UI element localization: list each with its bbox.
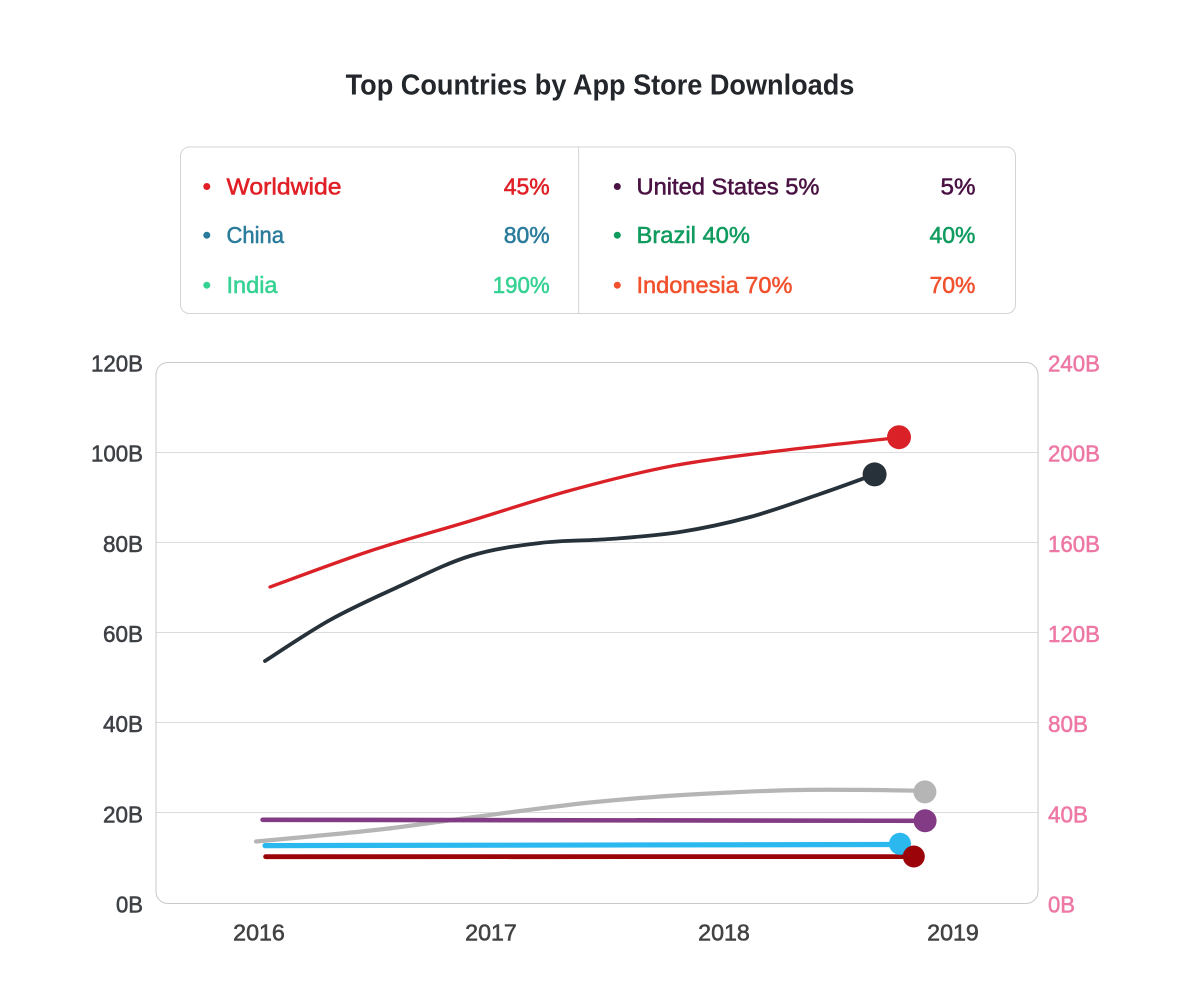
svg-text:100B: 100B bbox=[91, 441, 143, 467]
svg-text:40B: 40B bbox=[103, 711, 143, 737]
svg-text:0B: 0B bbox=[116, 892, 143, 918]
svg-text:0B: 0B bbox=[1048, 892, 1075, 918]
svg-text:20B: 20B bbox=[103, 801, 143, 827]
svg-text:60B: 60B bbox=[103, 621, 143, 647]
svg-text:120B: 120B bbox=[91, 351, 143, 377]
svg-text:45%: 45% bbox=[504, 173, 550, 199]
svg-text:70%: 70% bbox=[930, 272, 976, 298]
svg-text:80%: 80% bbox=[504, 222, 550, 248]
svg-text:2018: 2018 bbox=[698, 920, 750, 946]
svg-text:200B: 200B bbox=[1048, 441, 1100, 467]
svg-text:40B: 40B bbox=[1048, 801, 1088, 827]
svg-text:China: China bbox=[227, 222, 285, 248]
svg-text:2019: 2019 bbox=[927, 920, 979, 946]
svg-text:160B: 160B bbox=[1048, 531, 1100, 557]
svg-text:Indonesia 70%: Indonesia 70% bbox=[637, 272, 793, 298]
svg-text:2017: 2017 bbox=[465, 920, 517, 946]
svg-text:Brazil 40%: Brazil 40% bbox=[637, 222, 751, 248]
svg-text:2016: 2016 bbox=[233, 920, 285, 946]
svg-text:India: India bbox=[227, 272, 279, 298]
svg-text:Top Countries by App Store Dow: Top Countries by App Store Downloads bbox=[346, 69, 855, 101]
svg-text:120B: 120B bbox=[1048, 621, 1100, 647]
svg-text:40%: 40% bbox=[930, 222, 976, 248]
svg-text:80B: 80B bbox=[1048, 711, 1088, 737]
svg-text:5%: 5% bbox=[941, 173, 976, 199]
svg-text:190%: 190% bbox=[493, 272, 550, 298]
svg-text:Worldwide: Worldwide bbox=[227, 173, 342, 199]
svg-text:80B: 80B bbox=[103, 531, 143, 557]
svg-text:United States 5%: United States 5% bbox=[637, 173, 820, 199]
svg-text:240B: 240B bbox=[1048, 351, 1100, 377]
